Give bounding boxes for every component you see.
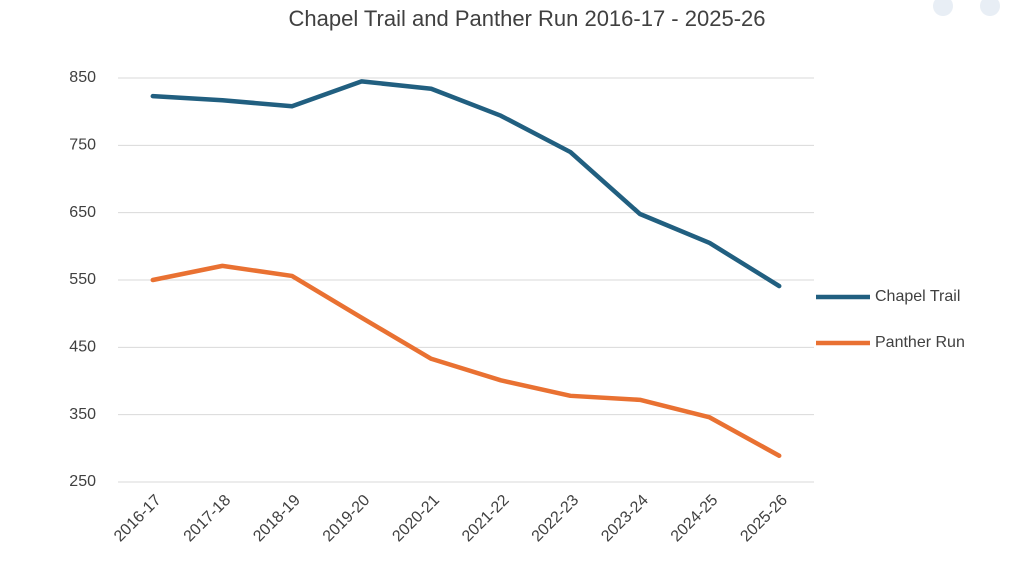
legend-label: Chapel Trail xyxy=(875,288,960,305)
y-tick-label: 850 xyxy=(69,69,96,86)
line xyxy=(150,79,782,289)
line xyxy=(150,263,782,458)
y-tick-label: 350 xyxy=(69,406,96,423)
x-tick-label: 2021-22 xyxy=(459,492,513,546)
y-tick-label: 450 xyxy=(69,339,96,356)
x-tick-label: 2025-26 xyxy=(737,492,791,546)
x-tick-label: 2022-23 xyxy=(529,492,583,546)
decoration xyxy=(980,0,1000,16)
y-tick-label: 650 xyxy=(69,204,96,221)
y-tick-label: 250 xyxy=(69,473,96,490)
x-tick-label: 2020-21 xyxy=(389,492,443,546)
chart-title: Chapel Trail and Panther Run 2016-17 - 2… xyxy=(289,6,766,31)
x-tick-label: 2017-18 xyxy=(181,492,235,546)
x-tick-label: 2024-25 xyxy=(668,492,722,546)
y-tick-label: 550 xyxy=(69,271,96,288)
decoration xyxy=(933,0,953,16)
x-tick-label: 2023-24 xyxy=(598,492,652,546)
x-tick-label: 2016-17 xyxy=(111,492,165,546)
y-tick-label: 750 xyxy=(69,137,96,154)
x-tick-label: 2019-20 xyxy=(320,492,374,546)
legend-label: Panther Run xyxy=(875,334,965,351)
x-tick-label: 2018-19 xyxy=(250,492,304,546)
